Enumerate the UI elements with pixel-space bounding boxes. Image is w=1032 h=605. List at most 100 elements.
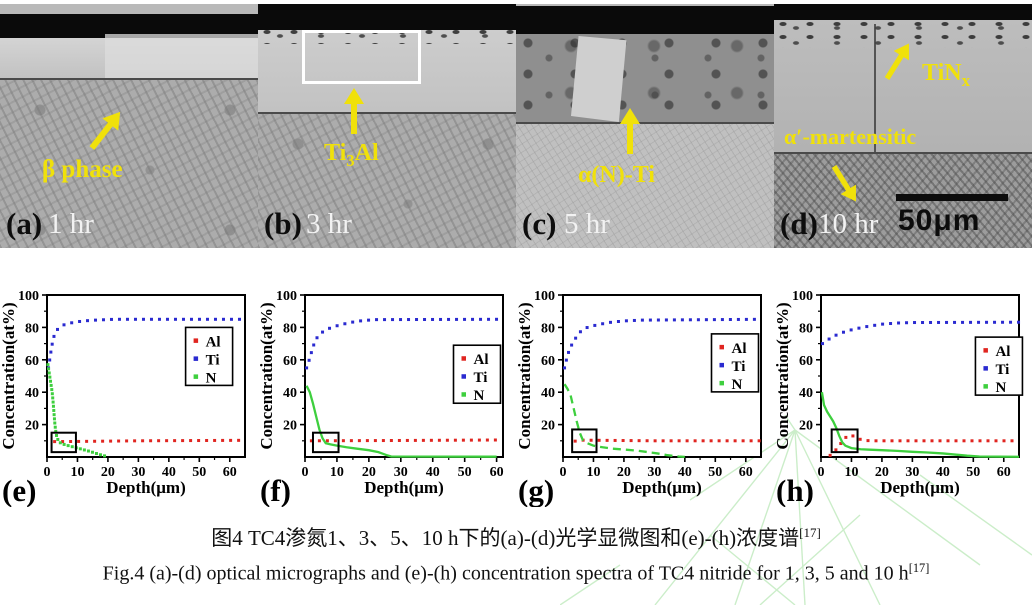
svg-text:100: 100 bbox=[534, 289, 555, 304]
layer-boundary bbox=[774, 152, 1032, 154]
annotation-text: Ti bbox=[324, 140, 347, 166]
svg-text:Depth(μm): Depth(μm) bbox=[622, 478, 702, 497]
layer-boundary bbox=[258, 112, 516, 114]
alpha-n-ti-label: α(N)-Ti bbox=[578, 162, 655, 189]
svg-text:80: 80 bbox=[283, 321, 297, 336]
annotation-arrow-icon bbox=[89, 111, 121, 150]
substrate bbox=[516, 124, 774, 248]
tinx-label: TiNx bbox=[922, 60, 970, 91]
caption-chinese-text: 图4 TC4渗氮1、3、5、10 h下的(a)-(d)光学显微图和(e)-(h)… bbox=[211, 526, 800, 550]
svg-text:30: 30 bbox=[131, 465, 145, 480]
substrate bbox=[0, 80, 258, 248]
panel-time-label: 5 hr bbox=[564, 208, 610, 240]
svg-text:60: 60 bbox=[223, 465, 237, 480]
panel-letter: (d) bbox=[780, 206, 818, 241]
svg-text:Ti: Ti bbox=[732, 359, 746, 375]
svg-text:Concentration(at%): Concentration(at%) bbox=[0, 302, 18, 449]
caption-english-text: Fig.4 (a)-(d) optical micrographs and (e… bbox=[102, 562, 909, 585]
micrograph-panel-a: β phase (a) 1 hr bbox=[0, 4, 258, 248]
martensitic-label: α′-martensitic bbox=[784, 124, 917, 149]
svg-text:Al: Al bbox=[995, 344, 1010, 360]
panel-time-label: 3 hr bbox=[306, 208, 352, 240]
chart-plot: 0 10 20 30 40 50 60 20 40 60 80 100 Al Ti N Concentrati… bbox=[773, 289, 1024, 508]
chart-plot: 0 10 20 30 40 50 60 20 40 60 80 100 Al Ti N Concentrati… bbox=[515, 289, 762, 508]
svg-text:Al: Al bbox=[732, 341, 747, 357]
ti3al-label: Ti3Al bbox=[324, 140, 379, 171]
svg-text:40: 40 bbox=[162, 465, 176, 480]
svg-text:60: 60 bbox=[541, 354, 555, 369]
highlight-rectangle bbox=[302, 30, 421, 84]
svg-text:40: 40 bbox=[25, 386, 39, 401]
chart-g: 0 10 20 30 40 50 60 20 40 60 80 100 Al Ti N Concentrati… bbox=[515, 285, 774, 508]
svg-text:N: N bbox=[732, 377, 743, 393]
micrograph-panel-d: TiNx α′-martensitic 50μm (d) 10 hr bbox=[774, 4, 1032, 248]
svg-text:Depth(μm): Depth(μm) bbox=[106, 478, 186, 497]
annotation-arrow-icon bbox=[884, 43, 909, 80]
svg-text:40: 40 bbox=[936, 465, 950, 480]
svg-text:(g): (g) bbox=[518, 473, 554, 507]
svg-text:10: 10 bbox=[330, 465, 344, 480]
svg-text:0: 0 bbox=[818, 465, 825, 480]
svg-text:20: 20 bbox=[101, 465, 115, 480]
micrograph-row: β phase (a) 1 hr Ti3Al (b) 3 hr α(N)-Ti bbox=[0, 4, 1032, 248]
svg-text:40: 40 bbox=[541, 386, 555, 401]
chart-plot: 0 10 20 30 40 50 60 20 40 60 80 100 Al Ti N Concentrati… bbox=[0, 289, 246, 508]
martensitic-substrate bbox=[774, 154, 1032, 248]
panel-time-label: 10 hr bbox=[818, 208, 879, 240]
annotation-text: TiN bbox=[922, 60, 962, 86]
annotation-subscript: x bbox=[961, 70, 970, 90]
svg-text:(h): (h) bbox=[776, 473, 814, 507]
chart-f: 0 10 20 30 40 50 60 20 40 60 80 100 Al Ti N Concentrati… bbox=[257, 285, 516, 508]
layer-boundary bbox=[516, 122, 774, 124]
svg-text:40: 40 bbox=[283, 386, 297, 401]
concentration-charts-row: 0 10 20 30 40 50 60 20 40 60 80 100 Al Ti N Concentrati… bbox=[0, 285, 1032, 508]
caption-reference: [17] bbox=[799, 525, 821, 540]
svg-text:60: 60 bbox=[997, 465, 1011, 480]
svg-text:60: 60 bbox=[283, 354, 297, 369]
micrograph-panel-c: α(N)-Ti (c) 5 hr bbox=[516, 4, 774, 248]
svg-text:Concentration(at%): Concentration(at%) bbox=[258, 302, 276, 449]
scale-bar bbox=[896, 194, 1008, 201]
svg-text:80: 80 bbox=[541, 321, 555, 336]
caption-reference: [17] bbox=[908, 561, 930, 575]
beta-phase-label: β phase bbox=[42, 156, 123, 184]
chart-e: 0 10 20 30 40 50 60 20 40 60 80 100 Al Ti N Concentrati… bbox=[0, 285, 258, 508]
svg-text:Al: Al bbox=[206, 334, 221, 350]
substrate bbox=[258, 114, 516, 248]
resin-strip bbox=[774, 4, 1032, 20]
annotation-text: Al bbox=[354, 140, 379, 166]
svg-text:60: 60 bbox=[25, 354, 39, 369]
scale-bar-label: 50μm bbox=[898, 204, 981, 237]
svg-text:20: 20 bbox=[617, 465, 631, 480]
svg-text:20: 20 bbox=[283, 419, 297, 434]
svg-text:10: 10 bbox=[70, 465, 84, 480]
chart-h: 0 10 20 30 40 50 60 20 40 60 80 100 Al Ti N Concentrati… bbox=[773, 285, 1032, 508]
panel-letter: (c) bbox=[522, 206, 557, 241]
caption-chinese: 图4 TC4渗氮1、3、5、10 h下的(a)-(d)光学显微图和(e)-(h)… bbox=[0, 522, 1032, 552]
annotation-arrow-icon bbox=[831, 165, 856, 202]
svg-text:N: N bbox=[995, 380, 1006, 396]
svg-text:Ti: Ti bbox=[206, 352, 220, 368]
svg-text:80: 80 bbox=[799, 321, 813, 336]
svg-text:20: 20 bbox=[799, 419, 813, 434]
panel-letter: (a) bbox=[6, 206, 43, 241]
layer-boundary bbox=[0, 78, 258, 80]
svg-text:0: 0 bbox=[302, 465, 309, 480]
svg-text:20: 20 bbox=[875, 465, 889, 480]
caption-english: Fig.4 (a)-(d) optical micrographs and (e… bbox=[0, 561, 1032, 586]
svg-text:60: 60 bbox=[799, 354, 813, 369]
svg-text:100: 100 bbox=[18, 289, 39, 304]
annotation-subscript: 3 bbox=[346, 150, 355, 170]
svg-text:80: 80 bbox=[25, 321, 39, 336]
annotation-text: α(N)-Ti bbox=[578, 162, 655, 188]
svg-text:100: 100 bbox=[276, 289, 297, 304]
svg-text:Ti: Ti bbox=[474, 370, 488, 386]
svg-text:Concentration(at%): Concentration(at%) bbox=[774, 302, 792, 449]
svg-text:Concentration(at%): Concentration(at%) bbox=[516, 302, 534, 449]
svg-text:40: 40 bbox=[678, 465, 692, 480]
annotation-text: β phase bbox=[42, 156, 123, 183]
svg-text:30: 30 bbox=[394, 465, 408, 480]
panel-letter: (b) bbox=[264, 206, 302, 241]
svg-text:40: 40 bbox=[426, 465, 440, 480]
svg-text:10: 10 bbox=[844, 465, 858, 480]
